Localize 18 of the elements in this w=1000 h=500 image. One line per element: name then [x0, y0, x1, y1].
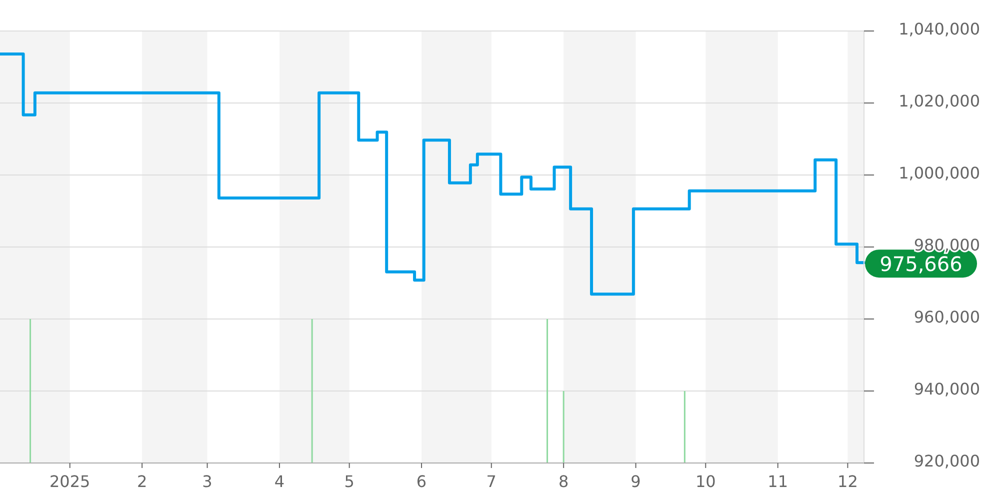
x-tick-label: 2025 [50, 472, 90, 491]
x-tick-label: 7 [486, 472, 496, 491]
y-tick-label: 1,020,000 [898, 92, 980, 111]
x-tick-label: 6 [416, 472, 427, 491]
x-tick-label: 12 [838, 472, 858, 491]
y-tick-label: 1,040,000 [898, 20, 980, 39]
x-tick-label: 3 [202, 472, 212, 491]
x-tick-label: 8 [558, 472, 569, 491]
y-tick-label: 1,000,000 [898, 164, 980, 183]
y-tick-label: 960,000 [914, 308, 980, 327]
x-tick-label: 2 [136, 472, 148, 491]
x-tick-label: 9 [630, 472, 641, 491]
y-tick-label: 940,000 [914, 380, 980, 399]
x-tick-label: 5 [344, 472, 354, 491]
y-tick-label: 920,000 [914, 452, 980, 471]
x-tick-label: 4 [274, 472, 285, 491]
x-tick-label: 10 [695, 472, 716, 491]
x-tick-label: 11 [768, 472, 788, 491]
